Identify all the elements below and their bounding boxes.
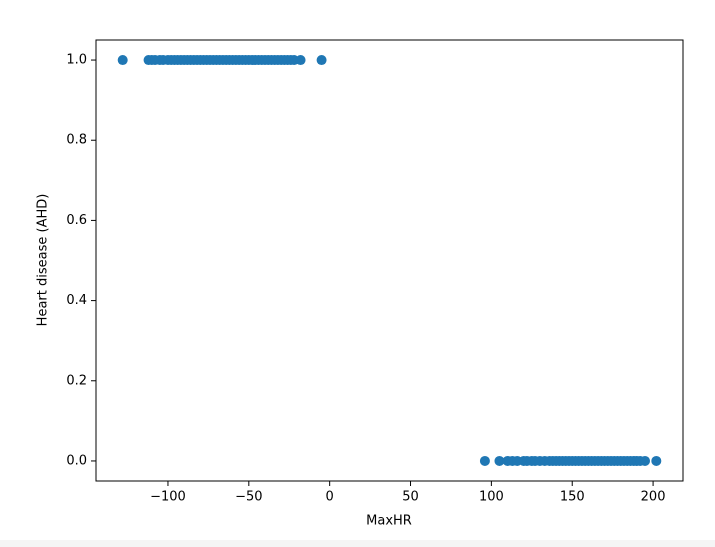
point xyxy=(316,55,327,66)
x-tick-label: 100 xyxy=(479,490,504,505)
x-axis-label: MaxHR xyxy=(366,514,412,529)
point xyxy=(639,455,650,466)
x-tick-label: 150 xyxy=(560,490,585,505)
y-tick-label: 0.2 xyxy=(66,373,87,388)
x-tick-label: −50 xyxy=(235,490,262,505)
plot-frame xyxy=(95,39,684,482)
point xyxy=(117,55,128,66)
y-tick-label: 0.0 xyxy=(66,453,87,468)
point xyxy=(651,455,662,466)
y-tick-label: 0.8 xyxy=(66,133,87,148)
point xyxy=(494,455,505,466)
y-tick-label: 0.6 xyxy=(66,213,87,228)
x-tick-label: −100 xyxy=(150,490,186,505)
x-tick-label: 50 xyxy=(402,490,419,505)
point xyxy=(295,55,306,66)
footer-strip xyxy=(0,540,715,547)
x-tick-label: 0 xyxy=(326,490,334,505)
y-tick-label: 0.4 xyxy=(66,293,87,308)
y-axis-label: Heart disease (AHD) xyxy=(36,194,51,327)
point xyxy=(479,455,490,466)
x-tick-label: 200 xyxy=(641,490,666,505)
y-tick-label: 1.0 xyxy=(66,53,87,68)
